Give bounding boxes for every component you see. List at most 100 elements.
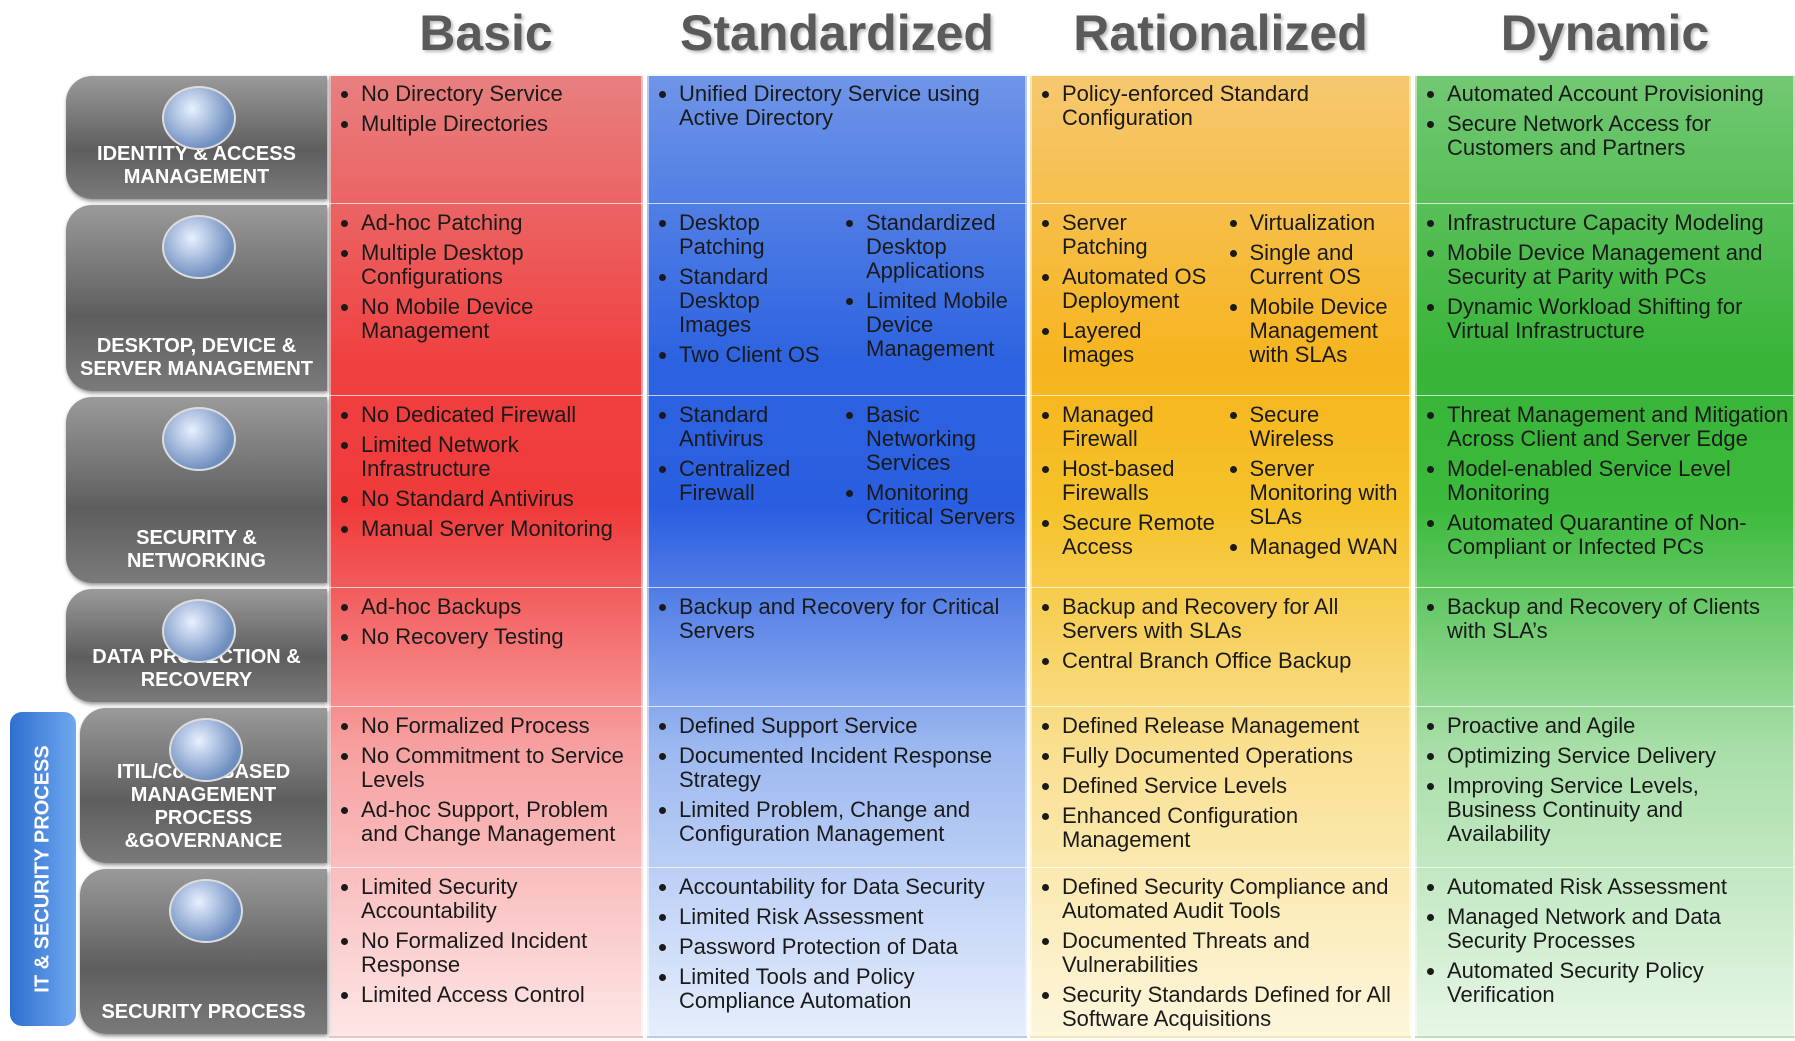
- bullet-item: Secure Wireless: [1250, 403, 1406, 451]
- bullet-item: Standard Desktop Images: [679, 265, 834, 337]
- row-label-text: DESKTOP, DEVICE & SERVER MANAGEMENT: [80, 335, 313, 380]
- bullet-list: Backup and Recovery for All Servers with…: [1040, 595, 1405, 702]
- bullet-item: Mobile Device Management with SLAs: [1250, 295, 1406, 367]
- bullet-list: Desktop Patching Standard Desktop Images T…: [657, 211, 834, 391]
- bullet-list: Automated Account Provisioning Secure Net…: [1425, 82, 1789, 199]
- bullet-item: Defined Release Management: [1062, 714, 1405, 738]
- bullet-list: Infrastructure Capacity Modeling Mobile D…: [1425, 211, 1789, 391]
- bullet-item: Limited Problem, Change and Configuratio…: [679, 798, 1021, 846]
- bullet-list: Ad-hoc Patching Multiple Desktop Configur…: [339, 211, 637, 391]
- bullet-item: Proactive and Agile: [1447, 714, 1789, 738]
- bullet-item: Standardized Desktop Applications: [866, 211, 1021, 283]
- bullet-item: Threat Management and Mitigation Across …: [1447, 403, 1789, 451]
- bullet-item: No Standard Antivirus: [361, 487, 637, 511]
- bullet-item: Limited Tools and Policy Compliance Auto…: [679, 965, 1021, 1013]
- bullet-item: Two Client OS: [679, 343, 834, 367]
- cell: Automated Account Provisioning Secure Net…: [1415, 74, 1795, 203]
- row-separator: [329, 395, 1795, 396]
- bullet-item: No Recovery Testing: [361, 625, 637, 649]
- bullet-list: Secure Wireless Server Monitoring with SL…: [1228, 403, 1406, 583]
- bullet-item: No Formalized Process: [361, 714, 637, 738]
- bullet-list: Limited Security Accountability No Formal…: [339, 875, 637, 1034]
- bullet-list: Backup and Recovery for Critical Servers: [657, 595, 1021, 702]
- bullet-list: No Dedicated Firewall Limited Network Inf…: [339, 403, 637, 583]
- bullet-item: Virtualization: [1250, 211, 1406, 235]
- bullet-item: Optimizing Service Delivery: [1447, 744, 1789, 768]
- cell: Standard AntivirusCentralized Firewall Ba…: [647, 395, 1027, 587]
- bullet-item: Layered Images: [1062, 319, 1218, 367]
- bullet-item: Secure Remote Access: [1062, 511, 1218, 559]
- bullet-item: Managed Network and Data Security Proces…: [1447, 905, 1789, 953]
- cell: Unified Directory Service using Active D…: [647, 74, 1027, 203]
- bullet-item: Model-enabled Service Level Monitoring: [1447, 457, 1789, 505]
- cell: Defined Support Service Documented Incide…: [647, 706, 1027, 867]
- cell: No Directory Service Multiple Directories: [329, 74, 643, 203]
- bullet-item: Automated Security Policy Verification: [1447, 959, 1789, 1007]
- bullet-item: Improving Service Levels, Business Conti…: [1447, 774, 1789, 846]
- bullet-item: Multiple Directories: [361, 112, 637, 136]
- row-label: SECURITY PROCESS: [80, 869, 327, 1034]
- bullet-list: Managed Firewall Host-based Firewalls Secu…: [1040, 403, 1218, 583]
- row-label: ITIL/CobIT BASED MANAGEMENT PROCESS &GOV…: [80, 708, 327, 863]
- bullet-item: Host-based Firewalls: [1062, 457, 1218, 505]
- bullet-item: Basic Networking Services: [866, 403, 1021, 475]
- bullet-list: Standard Antivirus Centralized Firewall: [657, 403, 834, 583]
- bullet-item: No Formalized Incident Response: [361, 929, 637, 977]
- bullet-item: Password Protection of Data: [679, 935, 1021, 959]
- bullet-list: No Directory Service Multiple Directories: [339, 82, 637, 199]
- row-label: DESKTOP, DEVICE & SERVER MANAGEMENT: [66, 205, 327, 391]
- bullet-item: Accountability for Data Security: [679, 875, 1021, 899]
- column-band: [647, 74, 1027, 1038]
- row-label: IDENTITY & ACCESS MANAGEMENT: [66, 76, 327, 199]
- bullet-item: Backup and Recovery for Critical Servers: [679, 595, 1021, 643]
- cell: Defined Release Management Fully Document…: [1030, 706, 1411, 867]
- row-icon: [168, 718, 243, 782]
- cell: Threat Management and Mitigation Across …: [1415, 395, 1795, 587]
- cell: Proactive and Agile Optimizing Service De…: [1415, 706, 1795, 867]
- bullet-item: Automated Account Provisioning: [1447, 82, 1789, 106]
- bullet-item: Automated OS Deployment: [1062, 265, 1218, 313]
- bullet-item: Managed WAN: [1250, 535, 1406, 559]
- column-header: Dynamic: [1500, 5, 1710, 61]
- cell: Defined Security Compliance and Automate…: [1030, 867, 1411, 1038]
- bullet-list: Defined Release Management Fully Document…: [1040, 714, 1405, 863]
- bullet-item: Multiple Desktop Configurations: [361, 241, 637, 289]
- row-icon: [168, 879, 243, 943]
- bullet-item: Ad-hoc Support, Problem and Change Manag…: [361, 798, 637, 846]
- column-band: [1030, 74, 1411, 1038]
- column-header: Standardized: [680, 5, 994, 61]
- bullet-list: No Formalized Process No Commitment to Se…: [339, 714, 637, 863]
- cell: Policy-enforced Standard Configuration: [1030, 74, 1411, 203]
- column-band: [329, 74, 643, 1038]
- bullet-item: Limited Network Infrastructure: [361, 433, 637, 481]
- bullet-item: Monitoring Critical Servers: [866, 481, 1021, 529]
- bullet-item: Infrastructure Capacity Modeling: [1447, 211, 1789, 235]
- bullet-item: Single and Current OS: [1250, 241, 1406, 289]
- cell: Ad-hoc Patching Multiple Desktop Configur…: [329, 203, 643, 395]
- bullet-item: Centralized Firewall: [679, 457, 834, 505]
- row-label-text: SECURITY & NETWORKING: [127, 527, 266, 572]
- row-icon: [161, 599, 236, 663]
- bullet-item: Fully Documented Operations: [1062, 744, 1405, 768]
- bullet-list: Policy-enforced Standard Configuration: [1040, 82, 1405, 199]
- cell: Backup and Recovery for All Servers with…: [1030, 587, 1411, 706]
- row-separator: [329, 867, 1795, 868]
- row-separator: [329, 706, 1795, 707]
- bullet-item: Limited Access Control: [361, 983, 637, 1007]
- bullet-item: Limited Security Accountability: [361, 875, 637, 923]
- cell: Infrastructure Capacity Modeling Mobile D…: [1415, 203, 1795, 395]
- bullet-item: Ad-hoc Backups: [361, 595, 637, 619]
- cell: Backup and Recovery for Critical Servers: [647, 587, 1027, 706]
- cell: No Formalized Process No Commitment to Se…: [329, 706, 643, 867]
- cell: Automated Risk Assessment Managed Network…: [1415, 867, 1795, 1038]
- row-icon: [161, 215, 236, 279]
- bullet-item: Dynamic Workload Shifting for Virtual In…: [1447, 295, 1789, 343]
- cell: Accountability for Data Security Limited …: [647, 867, 1027, 1038]
- bullet-list: Standardized Desktop ApplicationsLimited…: [844, 211, 1021, 391]
- column-band: [1415, 74, 1795, 1038]
- cell: Managed FirewallHost-based FirewallsSecu…: [1030, 395, 1411, 587]
- bullet-item: Managed Firewall: [1062, 403, 1218, 451]
- bullet-list: Unified Directory Service using Active D…: [657, 82, 1021, 199]
- row-separator: [329, 587, 1795, 588]
- cell: Desktop Patching Standard Desktop Images T…: [647, 203, 1027, 395]
